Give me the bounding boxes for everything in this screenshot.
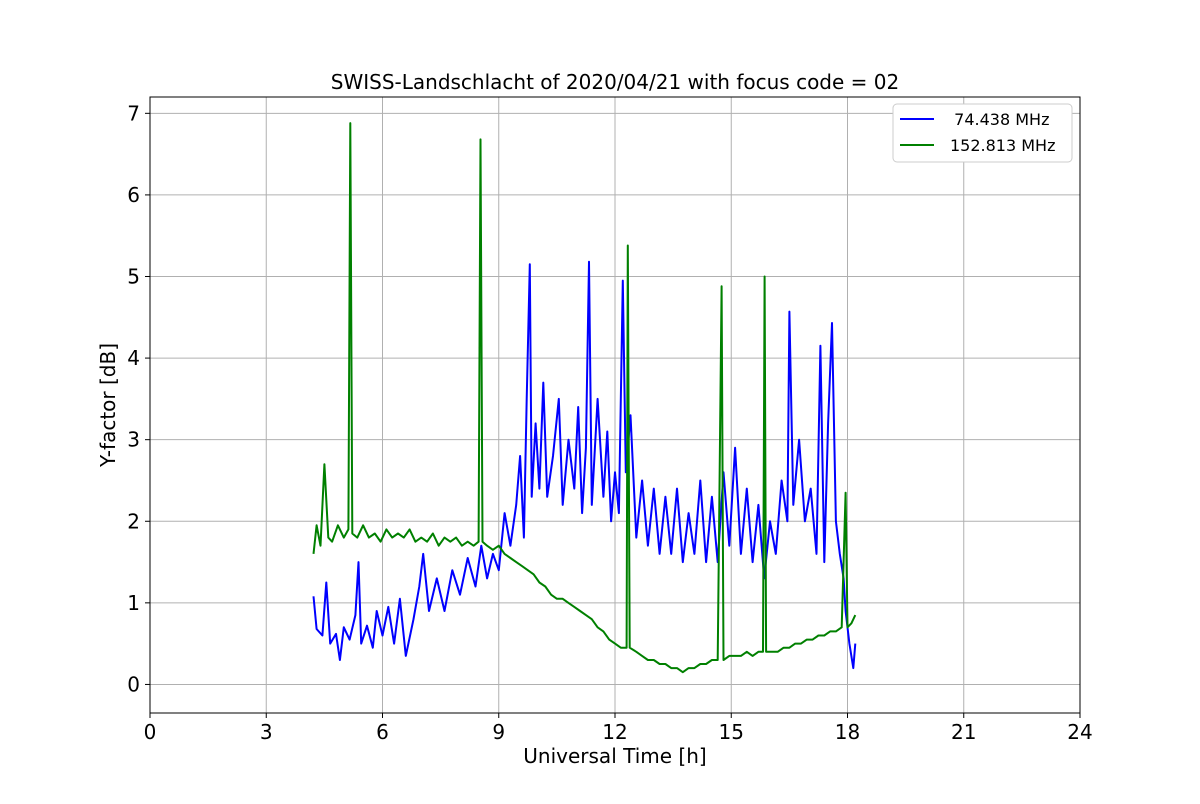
series-line-152mhz [312,122,857,674]
x-tick-label: 18 [835,720,860,744]
legend: 74.438 MHz 152.813 MHz [892,103,1073,163]
chart-title: SWISS-Landschlacht of 2020/04/21 with fo… [331,70,899,94]
y-axis-label: Y-factor [dB] [96,343,120,468]
y-tick-label: 6 [127,183,140,207]
x-tick-label: 21 [951,720,976,744]
x-tick-label: 9 [492,720,505,744]
y-tick-label: 5 [127,264,140,288]
x-tick-label: 6 [376,720,389,744]
x-tick-label: 24 [1067,720,1092,744]
y-tick-label: 1 [127,591,140,615]
y-tick-label: 2 [127,509,140,533]
series-line-74mhz [312,260,857,670]
x-axis-label: Universal Time [h] [523,744,706,768]
y-axis-ticks: 0 1 2 3 4 5 6 7 [127,101,150,696]
legend-label-152mhz: 152.813 MHz [950,136,1055,155]
y-tick-label: 4 [127,346,140,370]
y-tick-label: 7 [127,101,140,125]
x-tick-label: 15 [719,720,744,744]
series-layer [312,122,857,674]
x-tick-label: 12 [602,720,627,744]
x-tick-label: 3 [260,720,273,744]
y-tick-label: 3 [127,428,140,452]
y-tick-label: 0 [127,672,140,696]
legend-box [892,103,1073,163]
x-tick-label: 0 [144,720,157,744]
x-axis-ticks: 0 3 6 9 12 15 18 21 24 [144,713,1093,744]
legend-label-74mhz: 74.438 MHz [944,110,1049,129]
